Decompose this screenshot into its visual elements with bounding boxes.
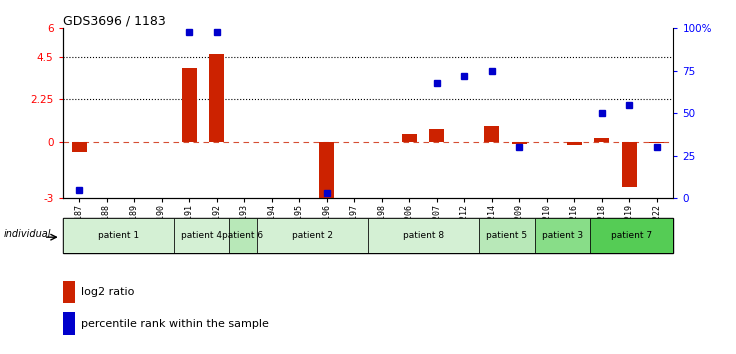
Bar: [512, 142, 527, 144]
Text: patient 3: patient 3: [542, 231, 583, 240]
Bar: [71, 142, 87, 152]
Text: log2 ratio: log2 ratio: [81, 287, 135, 297]
Bar: [595, 138, 609, 142]
Bar: [429, 129, 445, 142]
Bar: [649, 142, 665, 143]
Bar: [229, 218, 257, 253]
Bar: [174, 218, 229, 253]
Bar: [257, 218, 368, 253]
Bar: [63, 313, 75, 335]
Bar: [534, 218, 590, 253]
Bar: [402, 134, 417, 142]
Bar: [567, 142, 582, 145]
Text: patient 7: patient 7: [611, 231, 652, 240]
Text: percentile rank within the sample: percentile rank within the sample: [81, 319, 269, 329]
Bar: [590, 218, 673, 253]
Text: individual: individual: [4, 229, 52, 239]
Bar: [479, 218, 534, 253]
Bar: [182, 68, 197, 142]
Bar: [368, 218, 479, 253]
Text: patient 1: patient 1: [98, 231, 138, 240]
Text: GDS3696 / 1183: GDS3696 / 1183: [63, 14, 166, 27]
Text: patient 4: patient 4: [181, 231, 222, 240]
Text: patient 5: patient 5: [486, 231, 528, 240]
Bar: [319, 142, 334, 200]
Text: patient 6: patient 6: [222, 231, 263, 240]
Text: patient 2: patient 2: [292, 231, 333, 240]
Text: patient 8: patient 8: [403, 231, 444, 240]
Bar: [484, 126, 500, 142]
Bar: [63, 218, 174, 253]
Bar: [209, 54, 224, 142]
Bar: [63, 281, 75, 303]
Bar: [622, 142, 637, 187]
